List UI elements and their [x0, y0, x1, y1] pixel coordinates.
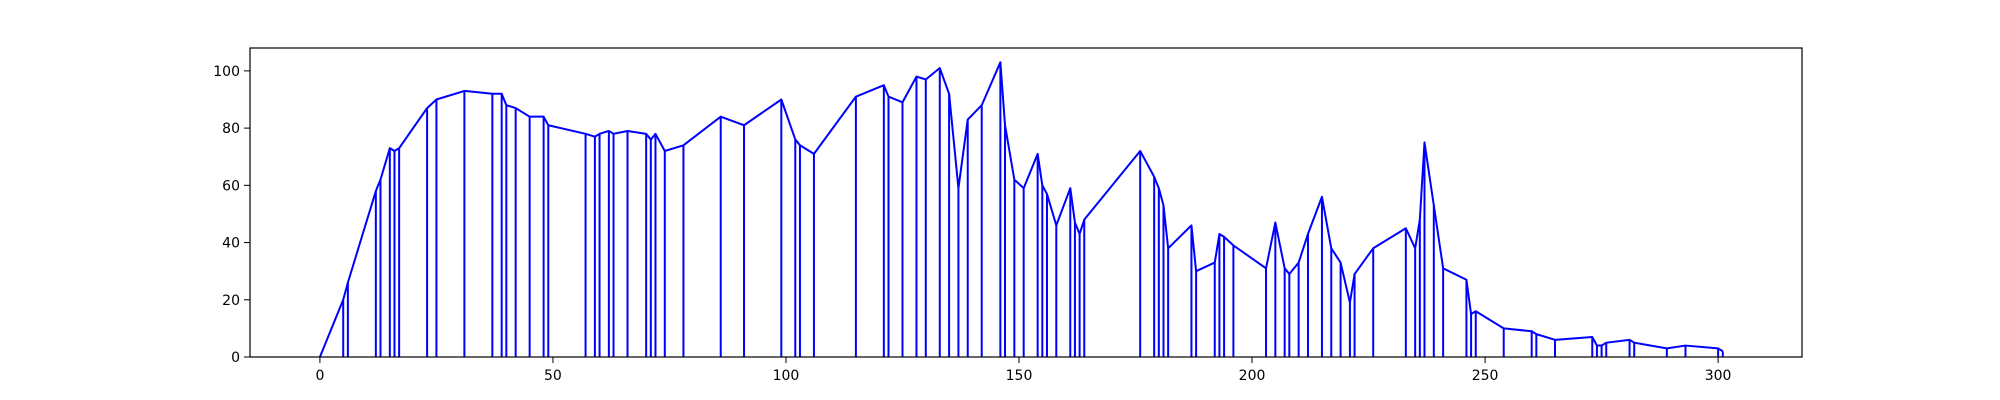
- y-tick-label: 0: [231, 350, 240, 366]
- x-tick-label: 0: [315, 368, 324, 384]
- series-line: [318, 61, 1724, 358]
- y-tick-label: 100: [213, 64, 240, 80]
- y-tick-label: 80: [222, 121, 240, 137]
- y-tick-label: 60: [222, 178, 240, 194]
- x-tick-label: 50: [544, 368, 562, 384]
- x-tick-label: 300: [1705, 368, 1732, 384]
- y-axis-ticks: 0 20 40 60 80 100: [213, 64, 250, 366]
- x-tick-label: 100: [773, 368, 800, 384]
- x-tick-label: 150: [1006, 368, 1033, 384]
- y-tick-label: 20: [222, 293, 240, 309]
- vertical-stems: [342, 62, 1724, 357]
- y-tick-label: 40: [222, 236, 240, 252]
- plot-frame: [249, 47, 1803, 358]
- x-tick-label: 200: [1239, 368, 1266, 384]
- x-axis-ticks: 0 50 100 150 200 250 300: [315, 357, 1731, 384]
- x-tick-label: 250: [1472, 368, 1499, 384]
